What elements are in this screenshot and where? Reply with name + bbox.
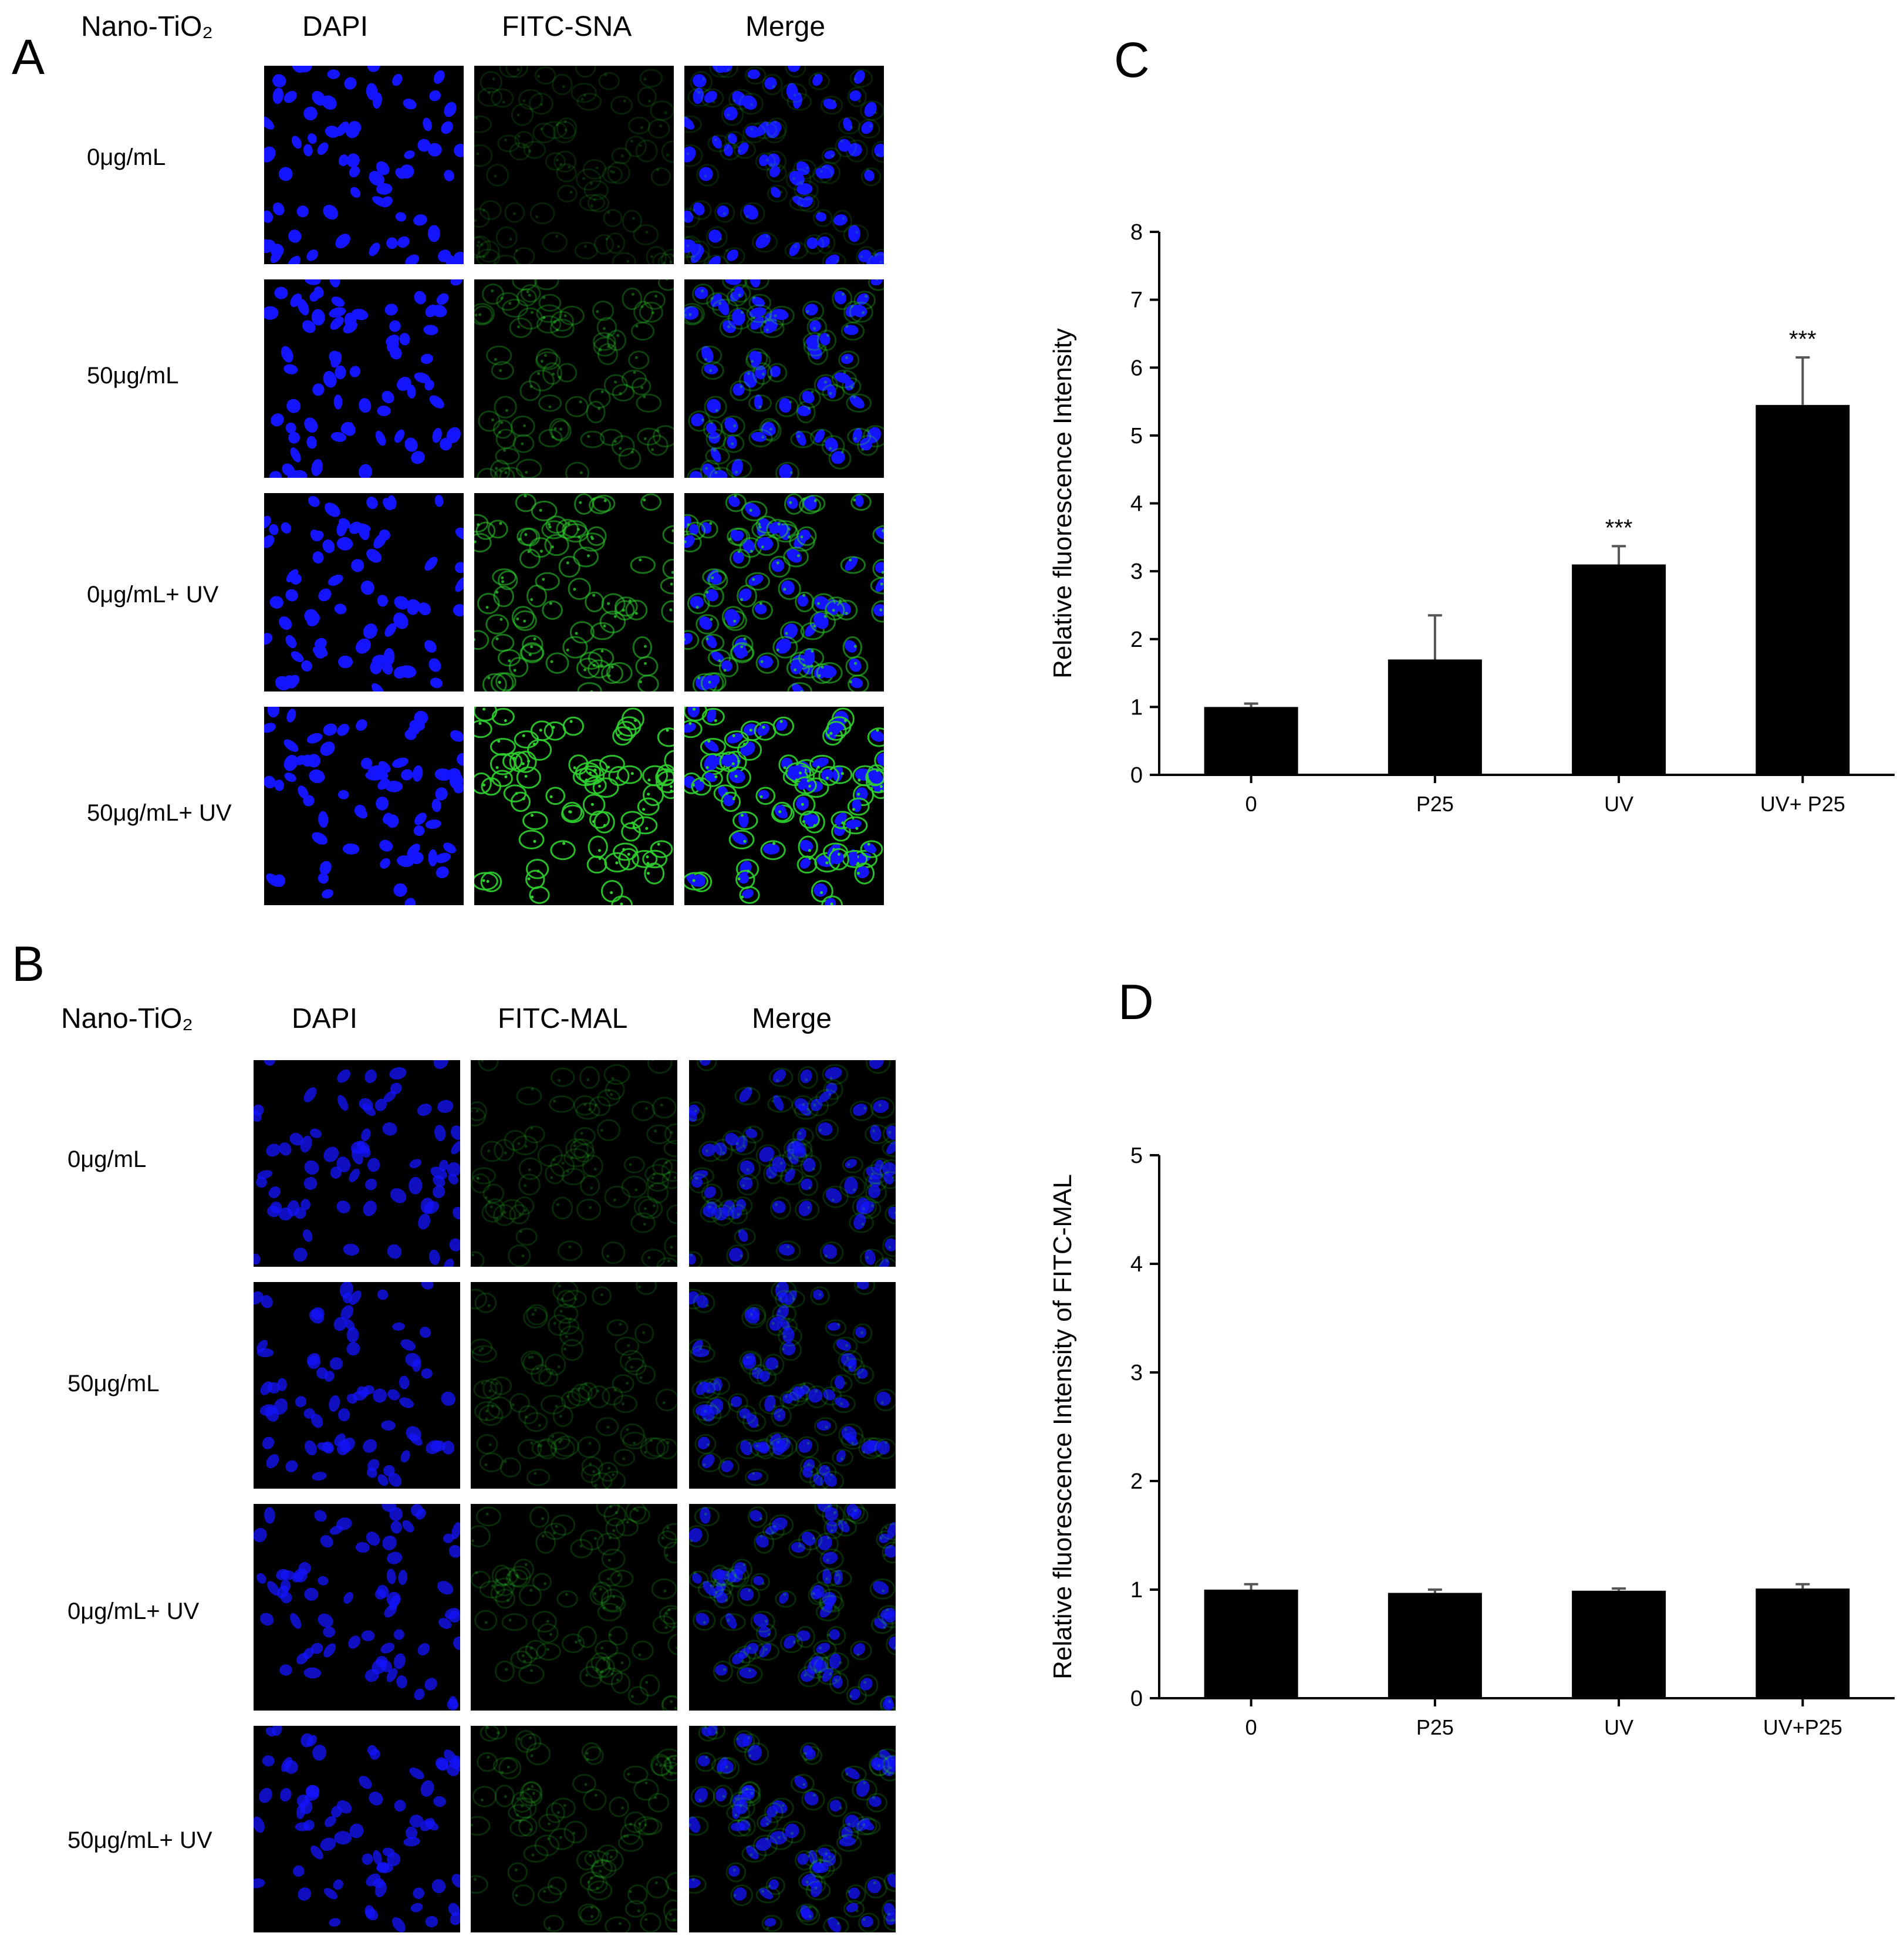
x-tick-label: UV+P25 <box>1763 1715 1842 1739</box>
panel-a-row-label: 0μg/mL+ UV <box>87 582 219 608</box>
panel-a-row-header: Nano-TiO₂ <box>81 11 213 42</box>
panel-b-micrograph-merge <box>689 1282 896 1489</box>
panel-b-row-label: 50μg/mL <box>67 1371 160 1396</box>
panel-a-row-label: 0μg/mL <box>87 144 166 170</box>
bar <box>1756 1588 1850 1698</box>
bar <box>1204 1590 1298 1698</box>
y-tick-label: 5 <box>1130 1143 1143 1168</box>
panel-b-letter: B <box>12 936 45 991</box>
x-tick-label: 0 <box>1245 792 1257 816</box>
y-tick-label: 6 <box>1130 356 1143 380</box>
x-tick-label: UV+ P25 <box>1760 792 1845 816</box>
significance-label: *** <box>1789 326 1817 352</box>
panel-b-micrograph-dapi <box>254 1504 460 1711</box>
panel-b-micrograph-fitc <box>471 1282 677 1489</box>
panel-a-micrograph-fitc <box>474 279 674 478</box>
bar <box>1388 1593 1482 1698</box>
panel-a-micrograph-fitc <box>474 707 674 905</box>
panel-a-micrograph-merge <box>684 707 884 905</box>
panel-b-micrograph-fitc <box>471 1060 677 1267</box>
panel-b-row-label: 50μg/mL+ UV <box>67 1827 212 1853</box>
panel-b-row-header: Nano-TiO₂ <box>61 1003 193 1034</box>
panel-b-micrograph-merge <box>689 1726 896 1932</box>
panel-b-micrograph-dapi <box>254 1726 460 1932</box>
x-tick-label: P25 <box>1416 792 1454 816</box>
panel-a-col-fitc: FITC-SNA <box>502 11 632 42</box>
panel-a-col-dapi: DAPI <box>302 11 369 42</box>
y-tick-label: 7 <box>1130 288 1143 313</box>
bar <box>1204 707 1298 775</box>
panel-b-micrograph-fitc <box>471 1726 677 1932</box>
panel-a-micrograph-dapi <box>264 493 464 691</box>
x-tick-label: 0 <box>1245 1715 1257 1739</box>
bar <box>1572 1590 1666 1698</box>
bar <box>1572 564 1666 775</box>
panel-a-micrograph-dapi <box>264 66 464 264</box>
panel-a-row-label: 50μg/mL <box>87 363 179 389</box>
panel-a-micrograph-dapi <box>264 707 464 905</box>
panel-a-row-label: 50μg/mL+ UV <box>87 800 232 826</box>
significance-label: *** <box>1605 515 1633 541</box>
panel-a-col-merge: Merge <box>745 11 826 42</box>
x-tick-label: UV <box>1604 792 1633 816</box>
y-tick-label: 1 <box>1130 1578 1143 1603</box>
panel-a-micrograph-merge <box>684 493 884 691</box>
bar <box>1388 659 1482 775</box>
chart-c: 0 1 2 3 4 5 6 7 8 Relative fluorescence Intensity… <box>0 0 1904 881</box>
panel-b-micrograph-merge <box>689 1060 896 1267</box>
panel-b-col-dapi: DAPI <box>292 1003 358 1034</box>
y-tick-label: 3 <box>1130 1361 1143 1385</box>
panel-d-letter: D <box>1118 974 1154 1030</box>
panel-b-row-label: 0μg/mL <box>67 1146 147 1172</box>
y-tick-label: 4 <box>1130 492 1143 517</box>
panel-c-letter: C <box>1114 32 1150 87</box>
panel-b-micrograph-merge <box>689 1504 896 1711</box>
x-tick-label: P25 <box>1416 1715 1454 1739</box>
y-axis-label: Relative fluorescence Intensity <box>1048 328 1077 679</box>
panel-a-letter: A <box>12 29 45 85</box>
panel-b-col-merge: Merge <box>752 1003 832 1034</box>
y-tick-label: 2 <box>1130 628 1143 652</box>
panel-a-micrograph-fitc <box>474 493 674 691</box>
panel-a-micrograph-dapi <box>264 279 464 478</box>
y-tick-label: 5 <box>1130 424 1143 448</box>
y-tick-label: 3 <box>1130 559 1143 584</box>
panel-b-micrograph-dapi <box>254 1060 460 1267</box>
panel-b-micrograph-dapi <box>254 1282 460 1489</box>
y-tick-label: 0 <box>1130 763 1143 788</box>
chart-c-svg: 0 1 2 3 4 5 6 7 8 Relative fluorescence Intensity… <box>1048 220 1895 816</box>
bar <box>1756 404 1850 775</box>
y-tick-label: 0 <box>1130 1686 1143 1711</box>
panel-b-col-fitc: FITC-MAL <box>498 1003 628 1034</box>
panel-a-micrograph-merge <box>684 66 884 264</box>
panel-b-row-label: 0μg/mL+ UV <box>67 1598 200 1624</box>
y-tick-label: 1 <box>1130 695 1143 720</box>
y-axis-label: Relative fluorescence Intensity of FITC-… <box>1048 1174 1077 1679</box>
y-tick-label: 4 <box>1130 1252 1143 1277</box>
panel-b-micrograph-fitc <box>471 1504 677 1711</box>
panel-a-micrograph-fitc <box>474 66 674 264</box>
panel-a-micrograph-merge <box>684 279 884 478</box>
x-tick-label: UV <box>1604 1715 1633 1739</box>
y-tick-label: 8 <box>1130 220 1143 245</box>
y-tick-label: 2 <box>1130 1469 1143 1494</box>
